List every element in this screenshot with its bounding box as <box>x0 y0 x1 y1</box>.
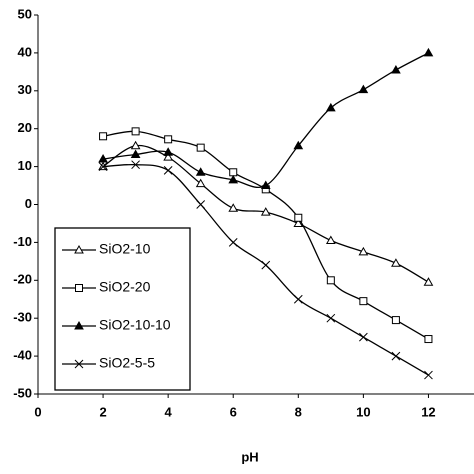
data-point <box>130 149 141 158</box>
y-tick-label: 10 <box>18 158 32 173</box>
x-tick-label: 2 <box>99 404 106 419</box>
data-point <box>391 258 401 267</box>
x-tick-label: 4 <box>165 404 173 419</box>
y-tick-label: -20 <box>13 272 32 287</box>
series-line <box>102 52 429 189</box>
legend: SiO2-10 SiO2-20 SiO2-10-10 SiO2-5-5 <box>54 227 191 391</box>
x-tick-label: 10 <box>356 404 370 419</box>
data-point <box>228 203 239 212</box>
data-point <box>195 178 206 188</box>
y-tick-label: -40 <box>13 348 32 363</box>
data-point <box>391 64 401 74</box>
y-tick-label: 0 <box>25 196 32 211</box>
data-point <box>163 166 173 175</box>
data-point <box>196 200 206 209</box>
data-point <box>359 332 368 342</box>
data-point <box>229 168 238 177</box>
x-tick-label: 12 <box>421 404 435 419</box>
data-point <box>424 370 433 380</box>
data-point <box>195 167 206 176</box>
data-point <box>391 351 401 361</box>
legend-label: SiO2-5-5 <box>99 355 155 371</box>
data-point <box>260 180 271 190</box>
data-point <box>423 277 434 286</box>
data-point <box>359 297 368 306</box>
legend-label: SiO2-10-10 <box>99 317 171 333</box>
data-point <box>358 246 369 256</box>
y-tick-label: 30 <box>18 82 32 97</box>
data-point <box>391 316 400 325</box>
data-point <box>163 147 174 156</box>
x-tick-label: 0 <box>34 404 41 419</box>
data-point <box>98 154 108 163</box>
y-tick-label: 20 <box>18 120 32 135</box>
x-tick-label: 8 <box>295 404 302 419</box>
x-axis-label: pH <box>241 449 258 464</box>
data-point <box>326 276 335 285</box>
data-point <box>293 294 303 304</box>
y-tick-label: -30 <box>13 310 32 325</box>
legend-label: SiO2-10 <box>99 241 151 257</box>
legend-marker <box>74 244 84 254</box>
data-point <box>325 102 336 112</box>
data-point <box>98 162 108 171</box>
legend-marker <box>74 320 84 330</box>
data-point <box>261 260 271 270</box>
data-point <box>260 207 271 216</box>
y-tick-label: 50 <box>18 6 32 21</box>
y-tick-label: 40 <box>18 44 32 59</box>
data-point <box>326 313 336 323</box>
x-tick-label: 6 <box>230 404 237 419</box>
legend-marker <box>75 284 83 292</box>
data-point <box>131 160 140 170</box>
legend-label: SiO2-20 <box>99 279 151 295</box>
data-point <box>358 84 369 94</box>
data-point <box>294 213 303 222</box>
data-point <box>164 135 173 144</box>
data-point <box>293 218 304 227</box>
y-tick-label: -10 <box>13 234 32 249</box>
data-point <box>325 235 336 245</box>
data-point <box>293 140 304 150</box>
legend-marker <box>74 359 84 369</box>
data-point <box>131 127 140 136</box>
data-point <box>228 174 239 184</box>
data-point <box>424 335 433 344</box>
data-point <box>423 47 434 57</box>
data-point <box>196 143 205 152</box>
data-point <box>228 238 238 247</box>
data-point <box>99 132 108 141</box>
data-point <box>163 152 174 161</box>
y-tick-label: -50 <box>13 385 32 400</box>
data-point <box>130 140 141 150</box>
